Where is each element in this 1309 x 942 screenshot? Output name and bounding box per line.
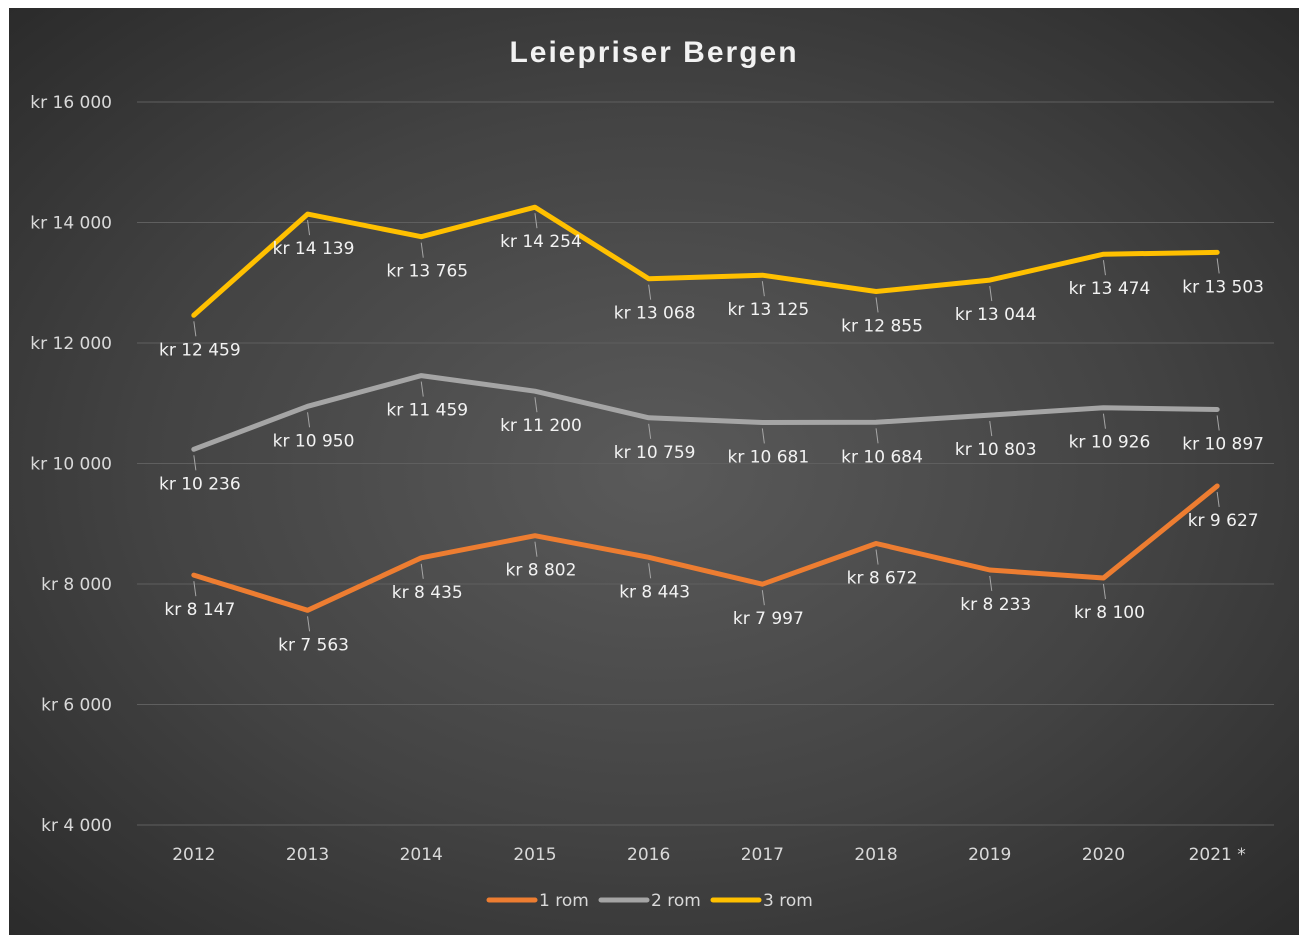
y-tick-label: kr 6 000: [41, 696, 112, 716]
data-label: kr 10 684: [841, 447, 923, 467]
leader-line: [193, 581, 197, 597]
leader-line: [989, 286, 993, 302]
data-label: kr 13 474: [1069, 279, 1151, 299]
data-label: kr 10 803: [955, 440, 1037, 460]
leader-line: [989, 421, 993, 437]
x-tick-label: 2017: [741, 845, 784, 865]
data-label: kr 11 200: [500, 416, 582, 436]
x-tick-label: 2018: [854, 845, 897, 865]
leader-line: [1216, 258, 1220, 274]
leader-line: [193, 455, 197, 471]
chart-area: Leiepriser Bergen kr 4 000 kr 6 000 kr 8 0…: [9, 8, 1299, 935]
leader-line: [307, 616, 311, 632]
x-tick-label: 2016: [627, 845, 670, 865]
leader-line: [420, 242, 424, 258]
data-label: kr 8 147: [164, 600, 235, 620]
series-line-1-rom: [191, 483, 1220, 613]
legend-label-1-rom: 1 rom: [539, 891, 589, 911]
y-tick-label: kr 14 000: [30, 214, 112, 234]
leader-line: [1102, 260, 1106, 276]
leader-line: [648, 284, 652, 300]
leader-line: [534, 541, 538, 557]
data-label: kr 10 681: [727, 447, 809, 467]
leader-line: [420, 381, 424, 397]
line-chart: Leiepriser Bergen kr 4 000 kr 6 000 kr 8 0…: [30, 36, 1274, 911]
y-tick-label: kr 16 000: [30, 93, 112, 113]
x-tick-label: 2015: [513, 845, 556, 865]
data-label: kr 13 125: [727, 300, 809, 320]
legend-label-2-rom: 2 rom: [651, 891, 701, 911]
data-label: kr 13 503: [1182, 277, 1264, 297]
leader-line: [761, 590, 765, 606]
leader-line: [420, 563, 424, 579]
data-label: kr 12 855: [841, 316, 923, 336]
data-label: kr 13 068: [614, 304, 696, 324]
data-label: kr 10 897: [1182, 434, 1264, 454]
leader-line: [1102, 583, 1106, 600]
chart-title: Leiepriser Bergen: [509, 36, 798, 69]
y-tick-label: kr 8 000: [41, 575, 112, 595]
data-label: kr 8 233: [960, 595, 1031, 615]
leader-line: [989, 575, 993, 592]
data-label: kr 8 802: [505, 561, 576, 581]
leader-line: [307, 412, 311, 428]
leader-line: [875, 428, 879, 444]
y-tick-label: kr 12 000: [30, 334, 112, 354]
leader-line: [648, 423, 652, 439]
data-label: kr 11 459: [386, 401, 468, 421]
data-label: kr 8 100: [1074, 603, 1145, 623]
series-line-2-rom: [191, 373, 1220, 452]
data-label: kr 8 435: [392, 583, 463, 603]
x-tick-label: 2019: [968, 845, 1011, 865]
leader-line: [534, 397, 538, 413]
data-label: kr 7 563: [278, 635, 349, 655]
leader-line: [1216, 491, 1220, 508]
data-label: kr 9 627: [1188, 511, 1259, 531]
x-axis: 2012 2013 2014 2015 2016 2017 2018 2019 2020 2021…: [172, 845, 1246, 865]
data-label: kr 10 950: [273, 431, 355, 451]
data-label: kr 13 044: [955, 305, 1037, 325]
leader-line: [1102, 413, 1106, 429]
x-tick-label: 2012: [172, 845, 215, 865]
x-tick-label: 2014: [400, 845, 443, 865]
y-axis: kr 4 000 kr 6 000 kr 8 000 kr 10 000 kr 12 0…: [30, 93, 112, 836]
x-tick-label: 2013: [286, 845, 329, 865]
leader-line: [761, 281, 765, 297]
series-layer: [191, 204, 1220, 613]
data-label: kr 8 672: [847, 569, 918, 589]
leader-line: [761, 428, 765, 444]
data-labels: kr 8 147 kr 7 563 kr 8 435 kr 8 802 kr 8 443…: [159, 213, 1264, 655]
data-label: kr 14 139: [273, 239, 355, 259]
legend-label-3-rom: 3 rom: [763, 891, 813, 911]
data-label: kr 12 459: [159, 340, 241, 360]
leader-line: [875, 549, 879, 565]
data-label: kr 10 236: [159, 474, 241, 494]
gridlines: [137, 101, 1274, 826]
leader-line: [875, 297, 879, 313]
y-tick-label: kr 4 000: [41, 816, 112, 836]
leader-line: [648, 563, 652, 579]
series-line-3-rom: [191, 204, 1220, 318]
legend: 1 rom 2 rom 3 rom: [486, 891, 813, 911]
leader-line: [534, 213, 538, 229]
x-tick-label: 2021 *: [1189, 845, 1246, 865]
data-label: kr 14 254: [500, 232, 582, 252]
data-label: kr 7 997: [733, 609, 804, 629]
data-label: kr 13 765: [386, 262, 468, 282]
leader-line: [193, 321, 197, 337]
x-tick-label: 2020: [1082, 845, 1125, 865]
leader-line: [307, 220, 311, 236]
leader-line: [1216, 415, 1220, 431]
data-label: kr 10 759: [614, 443, 696, 463]
y-tick-label: kr 10 000: [30, 455, 112, 475]
data-label: kr 10 926: [1069, 433, 1151, 453]
data-label: kr 8 443: [619, 582, 690, 602]
